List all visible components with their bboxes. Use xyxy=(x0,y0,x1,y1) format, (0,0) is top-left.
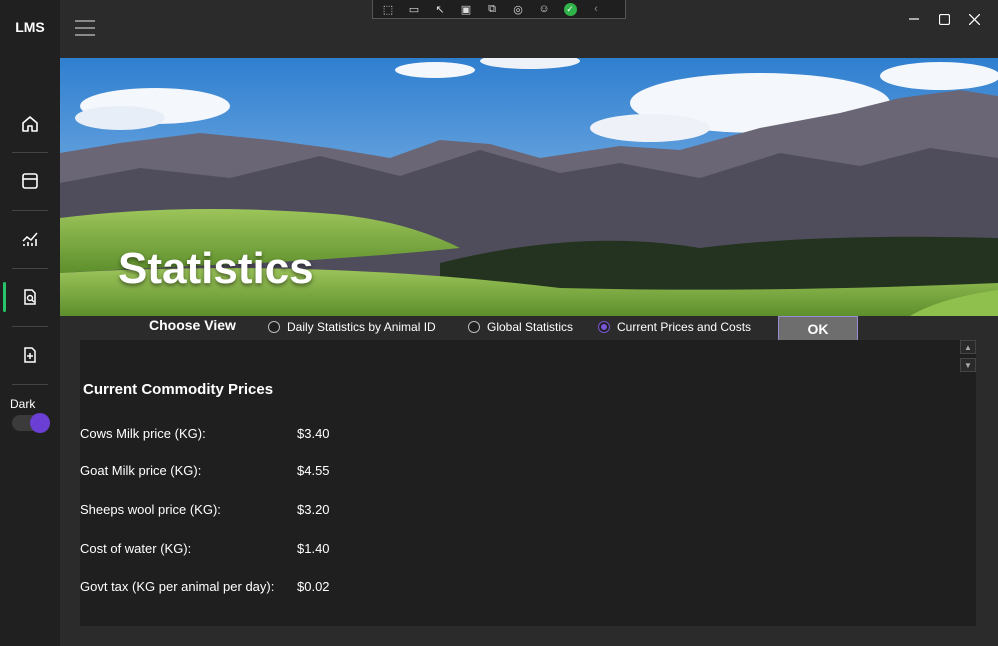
select-element-icon[interactable]: ⬚ xyxy=(382,3,394,16)
minimize-button[interactable] xyxy=(904,10,924,28)
video-icon[interactable]: ▭ xyxy=(408,3,420,16)
nav-analytics[interactable] xyxy=(12,221,48,257)
close-icon xyxy=(968,13,980,25)
price-label-water: Cost of water (KG): xyxy=(80,541,192,556)
radio-global-statistics[interactable]: Global Statistics xyxy=(468,320,573,334)
section-title: Current Commodity Prices xyxy=(83,381,274,398)
app-title: LMS xyxy=(15,19,45,35)
radio-label: Daily Statistics by Animal ID xyxy=(287,320,436,334)
price-label-goat-milk: Goat Milk price (KG): xyxy=(80,463,202,478)
radio-label: Global Statistics xyxy=(487,320,574,334)
choose-view-label: Choose View xyxy=(149,317,236,333)
nav-divider xyxy=(12,152,48,153)
mountain-landscape-image xyxy=(60,58,998,316)
nav-statistics[interactable] xyxy=(12,279,48,315)
page-title: Statistics xyxy=(118,244,314,293)
hero-banner: Statistics xyxy=(60,58,998,316)
radio-circle xyxy=(468,321,480,333)
active-nav-indicator xyxy=(3,282,6,312)
toggle-knob xyxy=(30,413,50,433)
price-value-govt-tax: $0.02 xyxy=(297,579,330,594)
close-button[interactable] xyxy=(964,10,984,28)
accessibility-icon[interactable]: ☺ xyxy=(538,3,550,15)
nav-divider xyxy=(12,210,48,211)
theme-toggle[interactable] xyxy=(12,413,50,433)
debug-toolbar: ⬚ ▭ ↖ ▣ ⧉ ◎ ☺ ✓ ‹ xyxy=(372,0,626,19)
chevron-up-icon: ▲ xyxy=(964,342,972,352)
radio-daily-statistics[interactable]: Daily Statistics by Animal ID xyxy=(268,320,436,334)
sidebar: LMS Dark xyxy=(0,0,60,646)
collapse-icon[interactable]: ‹ xyxy=(594,3,598,15)
hot-reload-icon[interactable]: ◎ xyxy=(513,3,523,16)
price-label-govt-tax: Govt tax (KG per animal per day): xyxy=(80,579,275,594)
ok-button[interactable]: OK xyxy=(778,316,858,341)
scroll-down-button[interactable]: ▼ xyxy=(960,358,976,372)
maximize-icon xyxy=(938,13,950,25)
radio-label: Current Prices and Costs xyxy=(617,320,752,334)
chevron-down-icon: ▼ xyxy=(964,360,972,370)
content-panel xyxy=(80,340,976,626)
price-label-cows-milk: Cows Milk price (KG): xyxy=(80,426,206,441)
nav-dashboard[interactable] xyxy=(12,163,48,199)
pointer-icon[interactable]: ↖ xyxy=(435,3,445,16)
check-icon[interactable]: ✓ xyxy=(559,1,581,17)
price-value-cows-milk: $3.40 xyxy=(297,426,330,441)
nav-divider xyxy=(12,326,48,327)
menu-button[interactable] xyxy=(75,20,95,36)
nav-home[interactable] xyxy=(12,106,48,142)
price-label-sheeps-wool: Sheeps wool price (KG): xyxy=(80,502,221,517)
scroll-up-button[interactable]: ▲ xyxy=(960,340,976,354)
home-icon xyxy=(22,116,38,132)
nav-divider xyxy=(12,384,48,385)
layout-icon[interactable]: ⧉ xyxy=(488,2,496,15)
chart-icon xyxy=(22,232,38,246)
add-document-icon xyxy=(24,347,36,363)
price-value-sheeps-wool: $3.20 xyxy=(297,502,330,517)
hamburger-icon xyxy=(75,20,95,22)
frame-icon[interactable]: ▣ xyxy=(460,3,472,16)
maximize-button[interactable] xyxy=(934,10,954,28)
minimize-icon xyxy=(909,18,919,20)
window-icon xyxy=(22,173,38,189)
theme-label: Dark xyxy=(10,397,36,411)
nav-add-record[interactable] xyxy=(12,337,48,373)
price-value-water: $1.40 xyxy=(297,541,330,556)
radio-current-prices[interactable]: Current Prices and Costs xyxy=(598,320,751,334)
radio-circle xyxy=(268,321,280,333)
document-search-icon xyxy=(24,289,36,305)
radio-circle-selected xyxy=(598,321,610,333)
nav-divider xyxy=(12,268,48,269)
price-value-goat-milk: $4.55 xyxy=(297,463,330,478)
